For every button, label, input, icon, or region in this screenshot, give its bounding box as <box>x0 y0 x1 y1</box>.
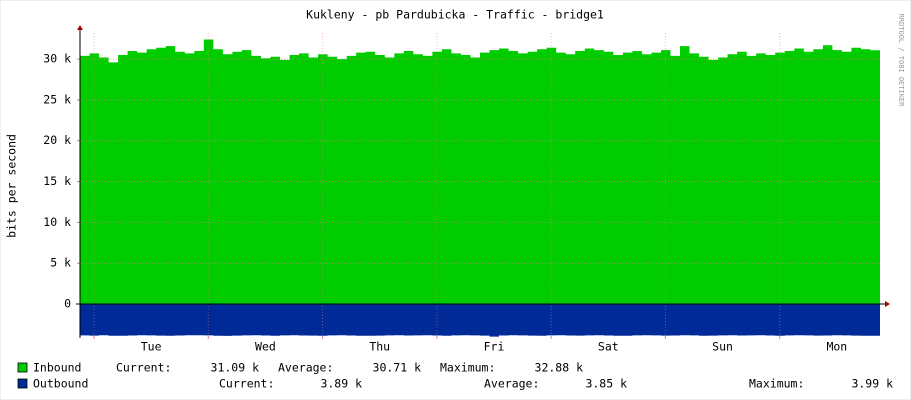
x-tick-label: Tue <box>141 340 162 354</box>
y-tick-label: 15 k <box>43 174 71 188</box>
legend-stat-label: Current: <box>116 361 171 375</box>
x-tick-label: Fri <box>484 340 505 354</box>
area <box>80 39 880 305</box>
legend-stat-value: 3.89 k <box>320 377 362 391</box>
y-tick-label: 25 k <box>43 92 71 106</box>
legend-stat-value: 32.88 k <box>535 361 584 375</box>
legend-stat-label: Maximum: <box>749 377 804 391</box>
legend-label: Outbound <box>33 377 88 391</box>
legend-stat-value: 3.85 k <box>585 377 627 391</box>
y-tick-label: 5 k <box>50 256 71 270</box>
y-tick-label: 10 k <box>43 215 71 229</box>
legend-stat-label: Average: <box>278 361 333 375</box>
legend-stat-value: 3.99 k <box>851 377 893 391</box>
legend-stat-value: 31.09 k <box>211 361 260 375</box>
legend-stat-value: 30.71 k <box>373 361 422 375</box>
x-axis-arrow <box>885 301 890 308</box>
legend-stat-label: Average: <box>484 377 539 391</box>
x-tick-label: Sun <box>712 340 733 354</box>
legend-stat-label: Current: <box>219 377 274 391</box>
watermark: RRDTOOL / TOBI OETIKER <box>897 14 905 108</box>
area <box>80 304 880 337</box>
legend-swatch <box>17 362 28 373</box>
x-tick-label: Sat <box>598 340 619 354</box>
legend-swatch <box>17 378 28 389</box>
y-axis-label: bits per second <box>5 134 19 238</box>
chart-title: Kukleny - pb Pardubicka - Traffic - brid… <box>306 8 604 22</box>
x-tick-label: Wed <box>255 340 276 354</box>
y-tick-label: 30 k <box>43 52 71 66</box>
y-axis-arrow <box>77 25 83 30</box>
legend-label: Inbound <box>33 361 81 375</box>
x-tick-label: Thu <box>369 340 390 354</box>
y-tick-label: 0 <box>64 297 71 311</box>
x-tick-label: Mon <box>826 340 847 354</box>
y-tick-label: 20 k <box>43 133 71 147</box>
legend-stat-label: Maximum: <box>440 361 495 375</box>
